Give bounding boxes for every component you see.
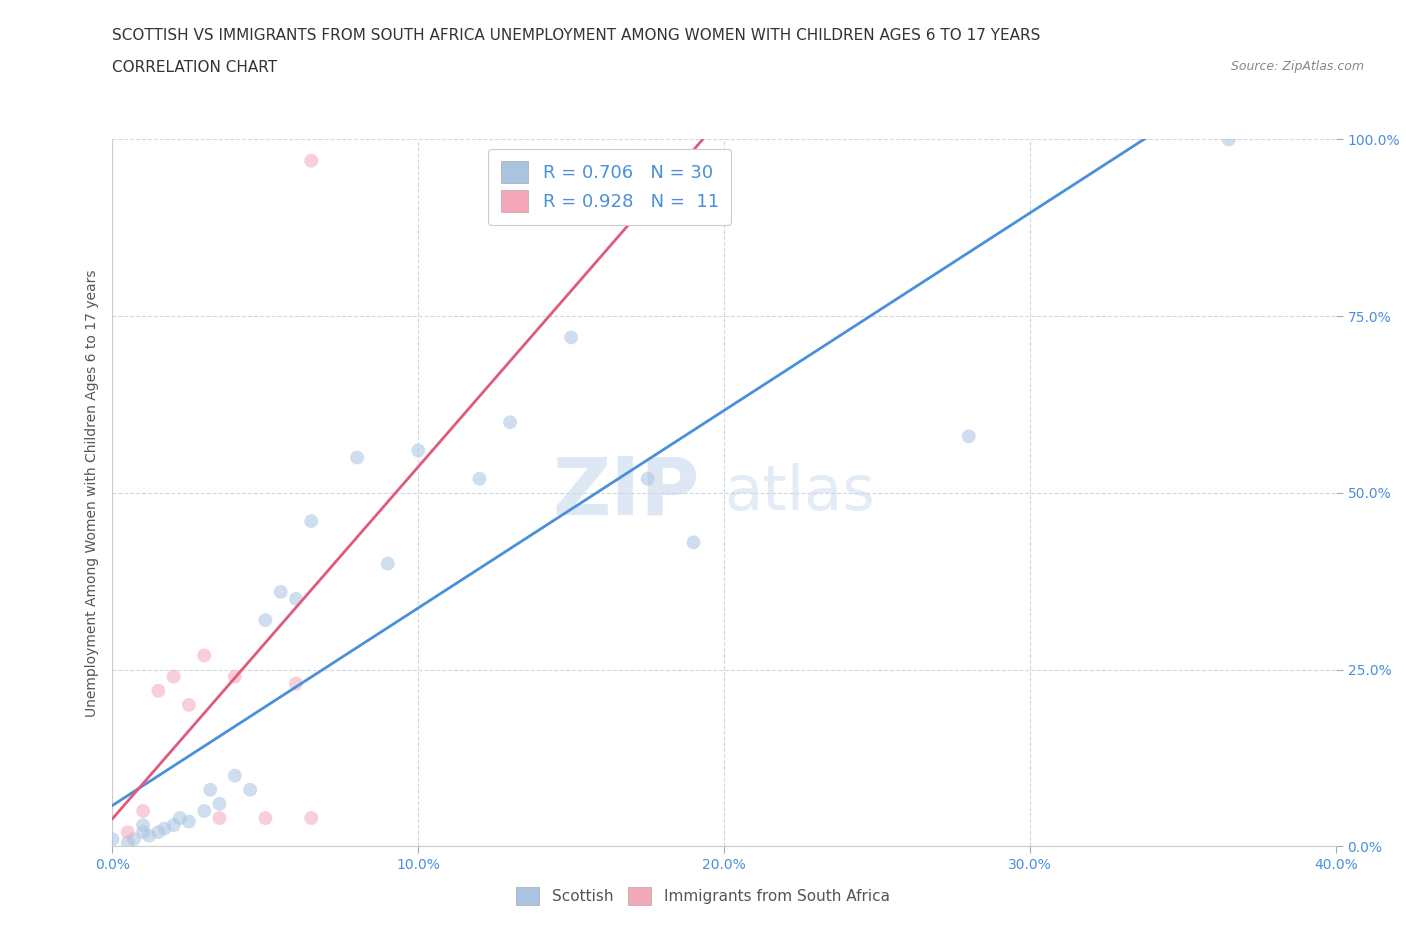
Point bbox=[101, 831, 124, 846]
Point bbox=[224, 670, 246, 684]
Point bbox=[193, 804, 215, 818]
Point bbox=[117, 835, 139, 850]
Point bbox=[1218, 132, 1240, 147]
Point bbox=[163, 670, 186, 684]
Point bbox=[468, 472, 491, 486]
Point bbox=[637, 472, 659, 486]
Point bbox=[499, 415, 522, 430]
Point bbox=[284, 676, 308, 691]
Point bbox=[224, 768, 246, 783]
Point bbox=[299, 513, 322, 528]
Point bbox=[132, 817, 155, 832]
Point bbox=[163, 817, 186, 832]
Point bbox=[169, 811, 191, 826]
Point bbox=[148, 684, 170, 698]
Point bbox=[408, 443, 430, 458]
Text: ZIP: ZIP bbox=[553, 454, 700, 532]
Point bbox=[682, 535, 704, 550]
Text: atlas: atlas bbox=[724, 463, 875, 523]
Text: CORRELATION CHART: CORRELATION CHART bbox=[112, 60, 277, 75]
Point bbox=[193, 648, 215, 663]
Point bbox=[132, 825, 155, 840]
Text: SCOTTISH VS IMMIGRANTS FROM SOUTH AFRICA UNEMPLOYMENT AMONG WOMEN WITH CHILDREN : SCOTTISH VS IMMIGRANTS FROM SOUTH AFRICA… bbox=[112, 28, 1040, 43]
Point bbox=[117, 825, 139, 840]
Point bbox=[284, 591, 308, 606]
Point bbox=[132, 804, 155, 818]
Legend: Scottish, Immigrants from South Africa: Scottish, Immigrants from South Africa bbox=[509, 879, 897, 913]
Legend: R = 0.706   N = 30, R = 0.928   N =  11: R = 0.706 N = 30, R = 0.928 N = 11 bbox=[488, 149, 731, 225]
Point bbox=[239, 782, 262, 797]
Point bbox=[346, 450, 368, 465]
Point bbox=[377, 556, 399, 571]
Point bbox=[560, 330, 582, 345]
Point bbox=[299, 811, 322, 826]
Point bbox=[177, 698, 200, 712]
Point bbox=[957, 429, 980, 444]
Point bbox=[153, 821, 176, 836]
Point bbox=[299, 153, 322, 168]
Point bbox=[208, 811, 231, 826]
Point bbox=[138, 829, 160, 844]
Point bbox=[254, 811, 277, 826]
Y-axis label: Unemployment Among Women with Children Ages 6 to 17 years: Unemployment Among Women with Children A… bbox=[84, 269, 98, 717]
Point bbox=[254, 613, 277, 628]
Point bbox=[208, 796, 231, 811]
Point bbox=[122, 831, 145, 846]
Point bbox=[270, 584, 292, 599]
Point bbox=[177, 814, 200, 829]
Text: Source: ZipAtlas.com: Source: ZipAtlas.com bbox=[1230, 60, 1364, 73]
Point bbox=[200, 782, 222, 797]
Point bbox=[148, 825, 170, 840]
